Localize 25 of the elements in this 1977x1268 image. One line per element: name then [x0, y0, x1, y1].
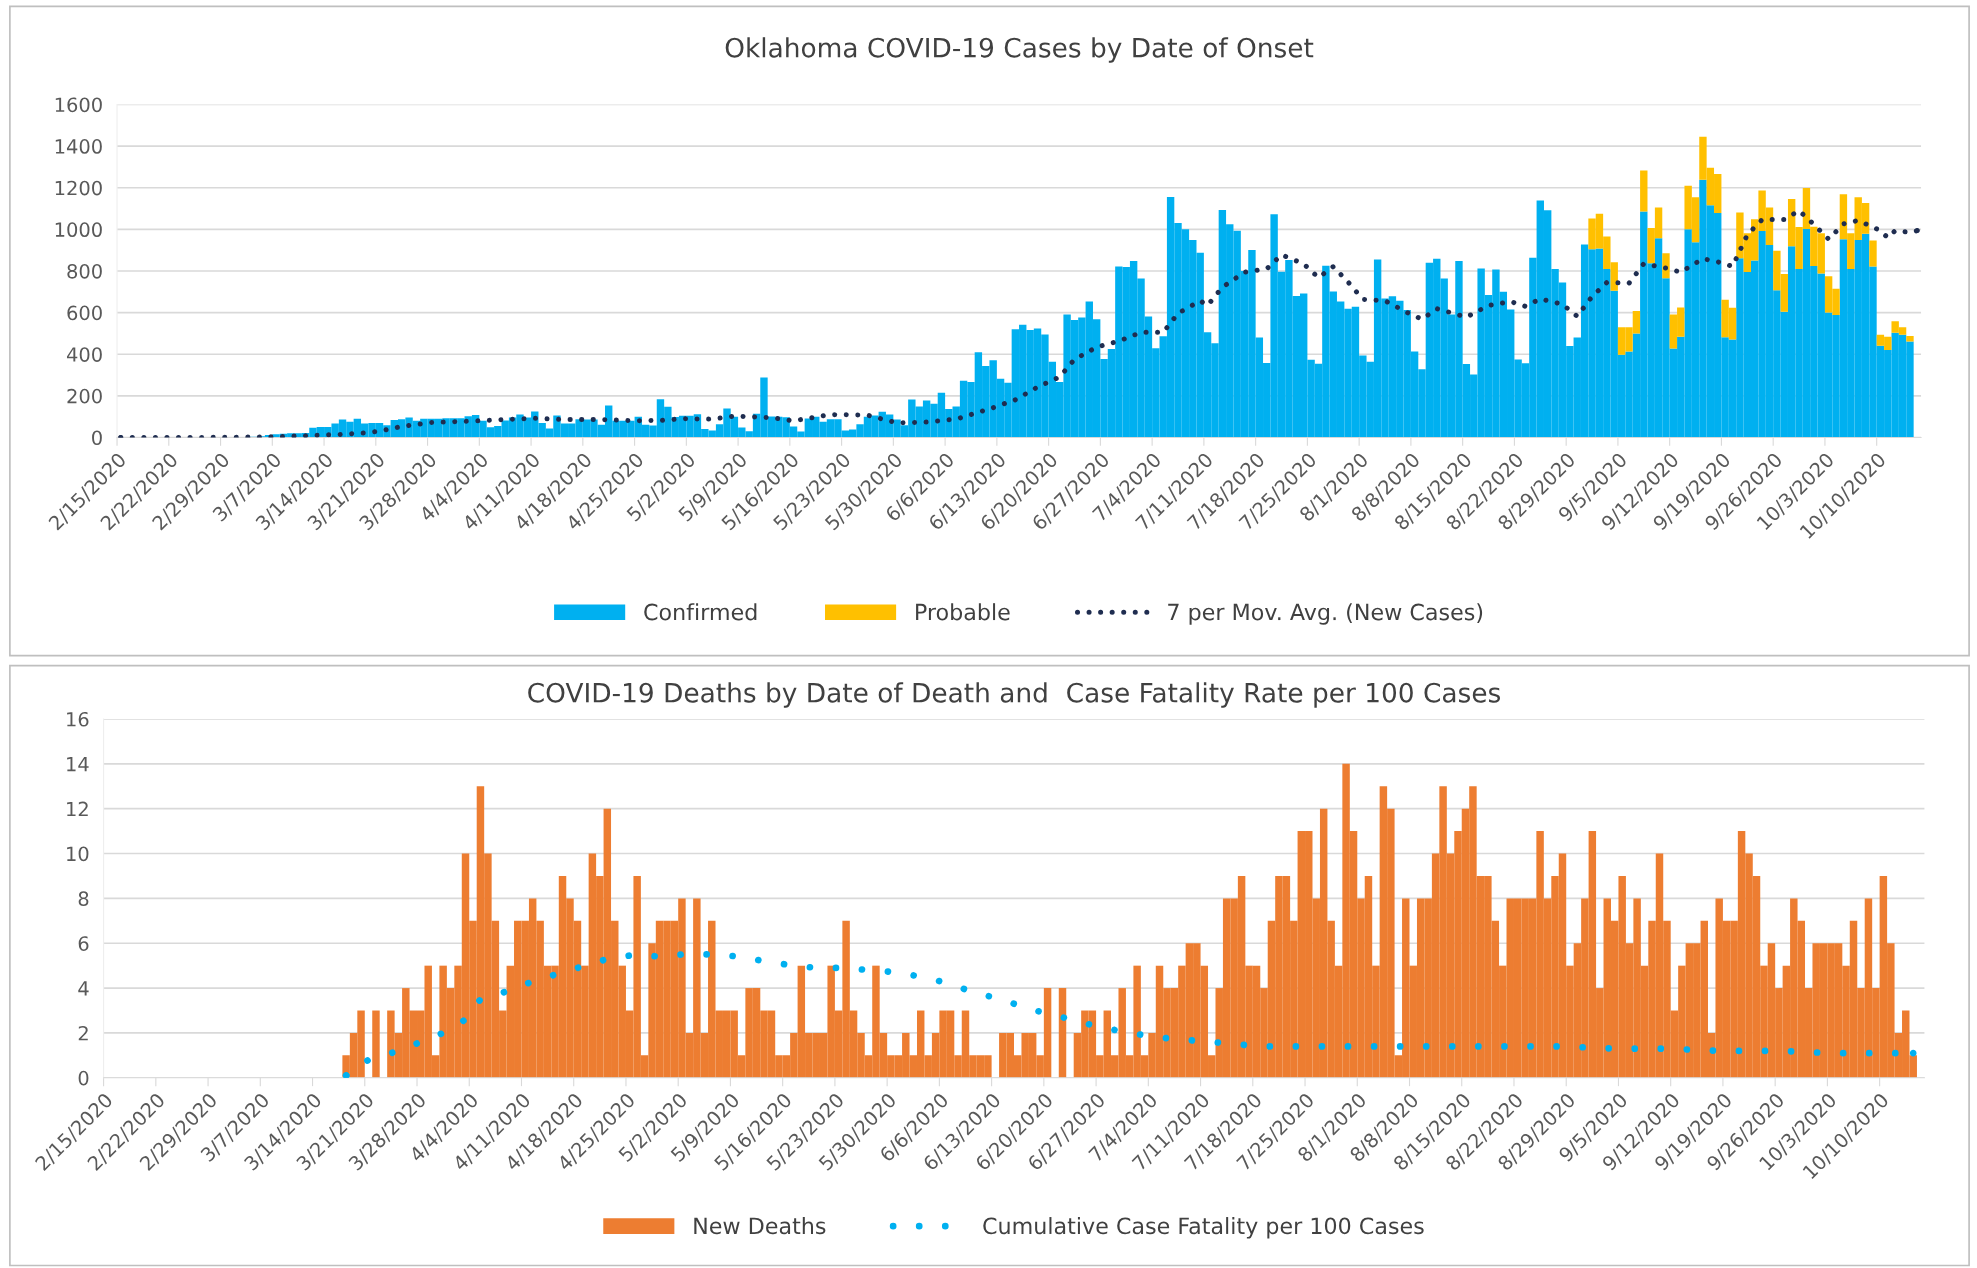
y-tick-label: 200	[67, 388, 102, 404]
y-tick-label: 8	[78, 891, 89, 907]
y-tick-label: 12	[67, 801, 88, 817]
y-tick-label: 0	[92, 430, 102, 446]
y-tick-label: 400	[66, 347, 102, 362]
legend-label: 7 per Mov. Avg. (New Cases)	[1168, 603, 1483, 625]
legend-label: New Deaths	[694, 1217, 826, 1235]
chart-title: Oklahoma COVID-19 Cases by Date of Onset	[725, 37, 1314, 63]
y-tick-label: 800	[67, 263, 102, 279]
legend-label: Probable	[916, 603, 1010, 621]
y-tick-label: 14	[67, 757, 89, 772]
y-tick-label: 10	[67, 846, 89, 862]
y-tick-label: 1000	[55, 222, 102, 238]
chart-title: COVID-19 Deaths by Date of Death and Case Fatality Rate per 100 Cases	[528, 682, 1501, 708]
y-tick-label: 6	[78, 936, 89, 951]
y-tick-label: 2	[78, 1025, 88, 1041]
y-tick-label: 16	[67, 711, 89, 727]
y-tick-label: 1200	[55, 180, 102, 196]
legend-label: Confirmed	[644, 603, 757, 621]
y-tick-label: 1600	[55, 97, 102, 113]
y-tick-label: 0	[78, 1070, 89, 1086]
y-tick-label: 1400	[55, 139, 102, 154]
y-tick-label: 4	[78, 981, 89, 996]
y-tick-label: 600	[67, 305, 102, 321]
legend-label: Cumulative Case Fatality per 100 Cases	[983, 1217, 1424, 1239]
